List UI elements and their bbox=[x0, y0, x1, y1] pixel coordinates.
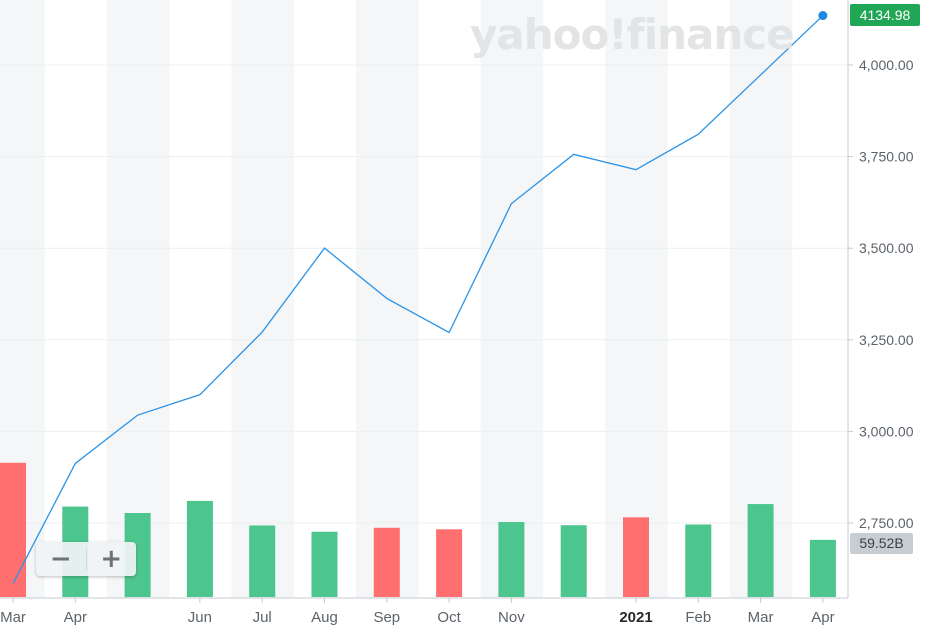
zoom-divider bbox=[85, 548, 87, 570]
y-tick-label: 3,750.00 bbox=[859, 149, 914, 165]
price-line bbox=[12, 15, 824, 584]
x-tick-label: Apr bbox=[64, 609, 87, 626]
zoom-in-button[interactable]: + bbox=[100, 544, 123, 574]
x-tick-label: 2021 bbox=[619, 609, 652, 626]
y-tick-label: 2,750.00 bbox=[859, 515, 914, 531]
x-tick-label: Apr bbox=[811, 609, 834, 626]
x-tick-label: Jul bbox=[253, 609, 272, 626]
volume-bar bbox=[186, 500, 213, 597]
volume-bar bbox=[436, 529, 463, 597]
last-price-marker bbox=[818, 11, 828, 21]
last-volume-badge: 59.52B bbox=[850, 533, 913, 554]
x-tick-label: Mar bbox=[0, 609, 26, 626]
x-tick-label: Nov bbox=[498, 609, 525, 626]
y-tick-label: 3,000.00 bbox=[859, 423, 914, 439]
zoom-controls: − + bbox=[36, 542, 136, 576]
volume-bar bbox=[311, 531, 338, 597]
x-tick-label: Oct bbox=[437, 609, 461, 626]
volume-bar bbox=[560, 525, 587, 597]
volume-bar bbox=[809, 539, 836, 597]
price-line-layer bbox=[12, 11, 828, 584]
month-band bbox=[605, 0, 668, 598]
x-tick-label: Feb bbox=[685, 609, 711, 626]
x-tick-label: Aug bbox=[311, 609, 338, 626]
y-tick-label: 4,000.00 bbox=[859, 57, 914, 73]
y-tick-label: 3,500.00 bbox=[859, 240, 914, 256]
volume-bar bbox=[498, 522, 525, 597]
month-band bbox=[480, 0, 544, 598]
y-tick-label: 3,250.00 bbox=[859, 332, 914, 348]
horizontal-gridlines bbox=[0, 64, 848, 524]
x-axis: Mar Apr Jun Jul Aug Sep Oct Nov 2021 Feb Mar Apr bbox=[0, 597, 848, 626]
volume-bar bbox=[373, 527, 400, 597]
volume-bar bbox=[0, 462, 26, 597]
y-axis: 2,750.00 3,000.00 3,250.00 3,500.00 3,750.00… bbox=[847, 0, 914, 598]
zoom-out-button[interactable]: − bbox=[49, 544, 72, 574]
x-tick-label: Jun bbox=[188, 609, 212, 626]
volume-bar bbox=[747, 504, 774, 597]
month-band bbox=[729, 0, 793, 598]
volume-bar bbox=[249, 525, 276, 597]
last-price-badge: 4134.98 bbox=[850, 4, 920, 26]
month-band bbox=[231, 0, 294, 598]
yahoo-finance-watermark: yahoo!finance bbox=[470, 10, 795, 59]
volume-bars bbox=[0, 462, 836, 597]
volume-bar bbox=[685, 524, 712, 597]
alternating-month-bands bbox=[0, 0, 792, 598]
x-tick-label: Sep bbox=[373, 609, 400, 626]
x-tick-label: Mar bbox=[748, 609, 774, 626]
month-band bbox=[106, 0, 170, 598]
volume-bar bbox=[623, 517, 649, 597]
